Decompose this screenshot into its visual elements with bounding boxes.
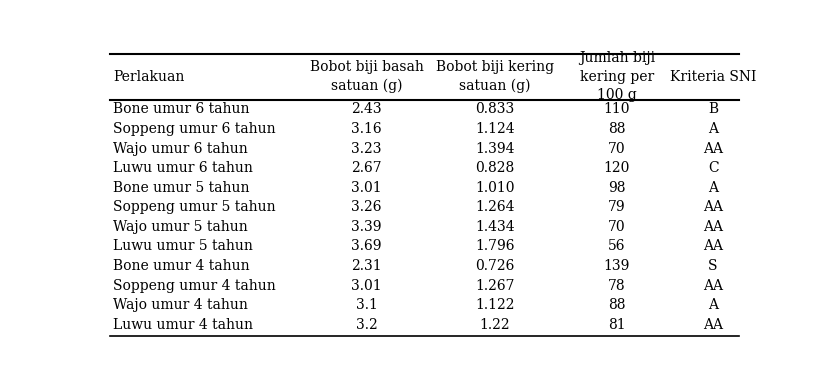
Text: 0.833: 0.833 <box>475 102 514 116</box>
Text: 3.1: 3.1 <box>356 298 377 312</box>
Text: AA: AA <box>702 318 722 332</box>
Text: 110: 110 <box>603 102 629 116</box>
Text: AA: AA <box>702 279 722 292</box>
Text: 1.264: 1.264 <box>475 200 514 214</box>
Text: Bobot biji kering
satuan (g): Bobot biji kering satuan (g) <box>435 60 553 93</box>
Text: 1.22: 1.22 <box>479 318 509 332</box>
Text: AA: AA <box>702 141 722 156</box>
Text: 81: 81 <box>607 318 625 332</box>
Text: 1.394: 1.394 <box>475 141 514 156</box>
Text: 3.16: 3.16 <box>351 122 381 136</box>
Text: Soppeng umur 4 tahun: Soppeng umur 4 tahun <box>113 279 275 292</box>
Text: AA: AA <box>702 239 722 254</box>
Text: Bobot biji basah
satuan (g): Bobot biji basah satuan (g) <box>309 60 423 93</box>
Text: Kriteria SNI: Kriteria SNI <box>669 70 755 83</box>
Text: 3.23: 3.23 <box>351 141 381 156</box>
Text: 1.010: 1.010 <box>475 181 514 195</box>
Text: 98: 98 <box>607 181 625 195</box>
Text: 3.69: 3.69 <box>351 239 381 254</box>
Text: Bone umur 4 tahun: Bone umur 4 tahun <box>113 259 250 273</box>
Text: Jumlah biji
kering per
100 g: Jumlah biji kering per 100 g <box>578 51 654 102</box>
Text: 70: 70 <box>607 220 625 234</box>
Text: Luwu umur 4 tahun: Luwu umur 4 tahun <box>113 318 253 332</box>
Text: 79: 79 <box>607 200 625 214</box>
Text: 3.2: 3.2 <box>356 318 377 332</box>
Text: 3.26: 3.26 <box>351 200 381 214</box>
Text: AA: AA <box>702 220 722 234</box>
Text: Soppeng umur 6 tahun: Soppeng umur 6 tahun <box>113 122 275 136</box>
Text: Bone umur 5 tahun: Bone umur 5 tahun <box>113 181 249 195</box>
Text: 1.434: 1.434 <box>475 220 514 234</box>
Text: 3.39: 3.39 <box>351 220 381 234</box>
Text: B: B <box>707 102 717 116</box>
Text: Luwu umur 6 tahun: Luwu umur 6 tahun <box>113 161 253 175</box>
Text: 3.01: 3.01 <box>351 279 381 292</box>
Text: Wajo umur 6 tahun: Wajo umur 6 tahun <box>113 141 247 156</box>
Text: AA: AA <box>702 200 722 214</box>
Text: 70: 70 <box>607 141 625 156</box>
Text: C: C <box>707 161 718 175</box>
Text: 0.828: 0.828 <box>475 161 514 175</box>
Text: 0.726: 0.726 <box>475 259 514 273</box>
Text: 120: 120 <box>603 161 629 175</box>
Text: 88: 88 <box>607 298 625 312</box>
Text: S: S <box>708 259 717 273</box>
Text: 139: 139 <box>603 259 629 273</box>
Text: 78: 78 <box>607 279 625 292</box>
Text: Luwu umur 5 tahun: Luwu umur 5 tahun <box>113 239 253 254</box>
Text: 2.43: 2.43 <box>351 102 381 116</box>
Text: Wajo umur 5 tahun: Wajo umur 5 tahun <box>113 220 247 234</box>
Text: 88: 88 <box>607 122 625 136</box>
Text: 1.796: 1.796 <box>475 239 514 254</box>
Text: 1.124: 1.124 <box>475 122 514 136</box>
Text: Wajo umur 4 tahun: Wajo umur 4 tahun <box>113 298 248 312</box>
Text: A: A <box>707 122 717 136</box>
Text: Bone umur 6 tahun: Bone umur 6 tahun <box>113 102 249 116</box>
Text: Perlakuan: Perlakuan <box>113 70 184 83</box>
Text: 2.31: 2.31 <box>351 259 381 273</box>
Text: Soppeng umur 5 tahun: Soppeng umur 5 tahun <box>113 200 275 214</box>
Text: 2.67: 2.67 <box>351 161 381 175</box>
Text: 3.01: 3.01 <box>351 181 381 195</box>
Text: 1.267: 1.267 <box>475 279 514 292</box>
Text: 1.122: 1.122 <box>475 298 514 312</box>
Text: A: A <box>707 298 717 312</box>
Text: A: A <box>707 181 717 195</box>
Text: 56: 56 <box>607 239 625 254</box>
